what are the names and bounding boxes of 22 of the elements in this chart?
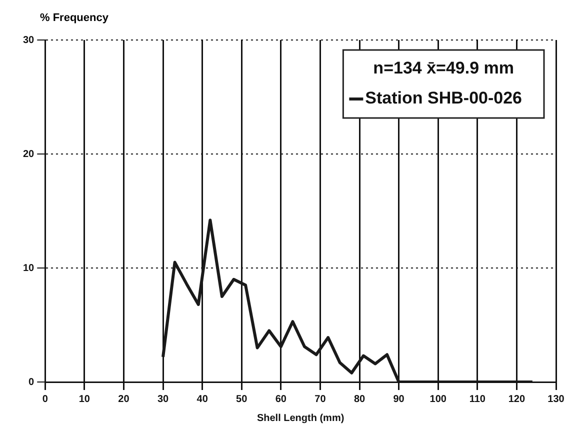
legend-label: Station SHB-00-026 [365,88,522,108]
y-tick-label: 20 [23,148,35,160]
x-tick-label: 10 [78,394,90,405]
x-tick-label: 120 [508,394,526,405]
x-tick-label: 0 [42,394,48,405]
x-tick-label: 60 [275,394,287,405]
x-tick-label: 90 [393,394,405,405]
x-tick-label: 40 [196,394,208,405]
y-tick-label: 0 [28,376,35,388]
x-tick-label: 80 [354,394,366,405]
x-tick-label: 100 [430,394,447,405]
y-tick-label: 10 [23,262,35,274]
annotation: n=134 x̄=49.9 mm [373,58,514,78]
x-tick-label: 130 [548,394,565,405]
x-tick-label: 110 [469,394,486,405]
x-tick-label: 50 [236,394,248,405]
x-tick-label: 30 [157,394,170,405]
x-tick-label: 70 [314,394,326,405]
x-tick-label: 20 [118,394,130,405]
y-axis-title: % Frequency [40,12,108,24]
y-tick-label: 30 [23,34,35,46]
x-axis-title: Shell Length (mm) [256,412,344,424]
